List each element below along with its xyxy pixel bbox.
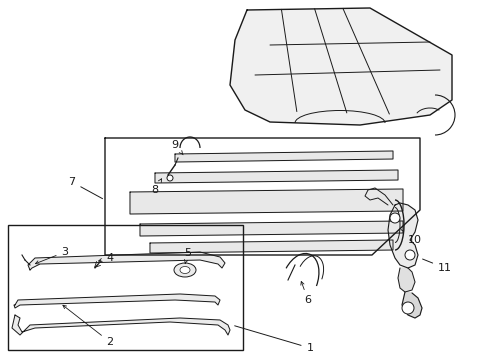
Text: 11: 11 [422,259,451,273]
Polygon shape [397,268,414,292]
Polygon shape [229,8,451,125]
Polygon shape [12,315,229,335]
Ellipse shape [174,263,196,277]
Text: 1: 1 [234,326,313,353]
Polygon shape [364,188,392,205]
Polygon shape [387,203,417,268]
Bar [8,225,243,350]
Polygon shape [140,221,402,236]
Circle shape [404,250,414,260]
Text: 4: 4 [99,253,113,263]
Polygon shape [155,170,397,183]
Polygon shape [130,189,402,214]
Polygon shape [401,292,421,318]
Polygon shape [175,151,392,162]
Circle shape [167,175,173,181]
Polygon shape [14,294,220,308]
Text: 10: 10 [400,230,421,245]
Text: 8: 8 [151,179,161,195]
Text: 6: 6 [300,282,311,305]
Text: 2: 2 [63,305,113,347]
Circle shape [401,302,413,314]
Text: 7: 7 [68,177,102,199]
Text: 5: 5 [184,248,191,264]
Ellipse shape [180,266,190,274]
Text: 9: 9 [171,140,183,155]
Circle shape [389,213,399,223]
Text: 3: 3 [35,247,68,264]
Polygon shape [28,252,224,270]
Polygon shape [150,240,392,253]
